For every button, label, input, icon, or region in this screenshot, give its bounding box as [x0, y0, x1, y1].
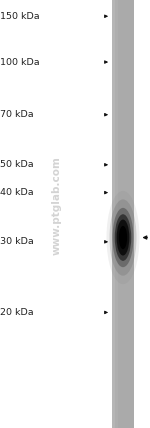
Bar [112, 0, 115, 428]
Bar [112, 0, 134, 428]
Ellipse shape [115, 214, 131, 261]
Ellipse shape [110, 199, 136, 276]
Ellipse shape [117, 220, 129, 256]
Text: 20 kDa: 20 kDa [0, 308, 34, 317]
Text: 150 kDa: 150 kDa [0, 12, 40, 21]
Text: 70 kDa: 70 kDa [0, 110, 34, 119]
Bar [115, 0, 118, 428]
Ellipse shape [106, 191, 140, 284]
Text: 30 kDa: 30 kDa [0, 237, 34, 247]
Text: 50 kDa: 50 kDa [0, 160, 34, 169]
Ellipse shape [119, 226, 127, 249]
Text: www.ptglab.com: www.ptglab.com [52, 156, 62, 255]
Ellipse shape [112, 208, 134, 267]
Text: 100 kDa: 100 kDa [0, 57, 40, 67]
Text: 40 kDa: 40 kDa [0, 188, 34, 197]
